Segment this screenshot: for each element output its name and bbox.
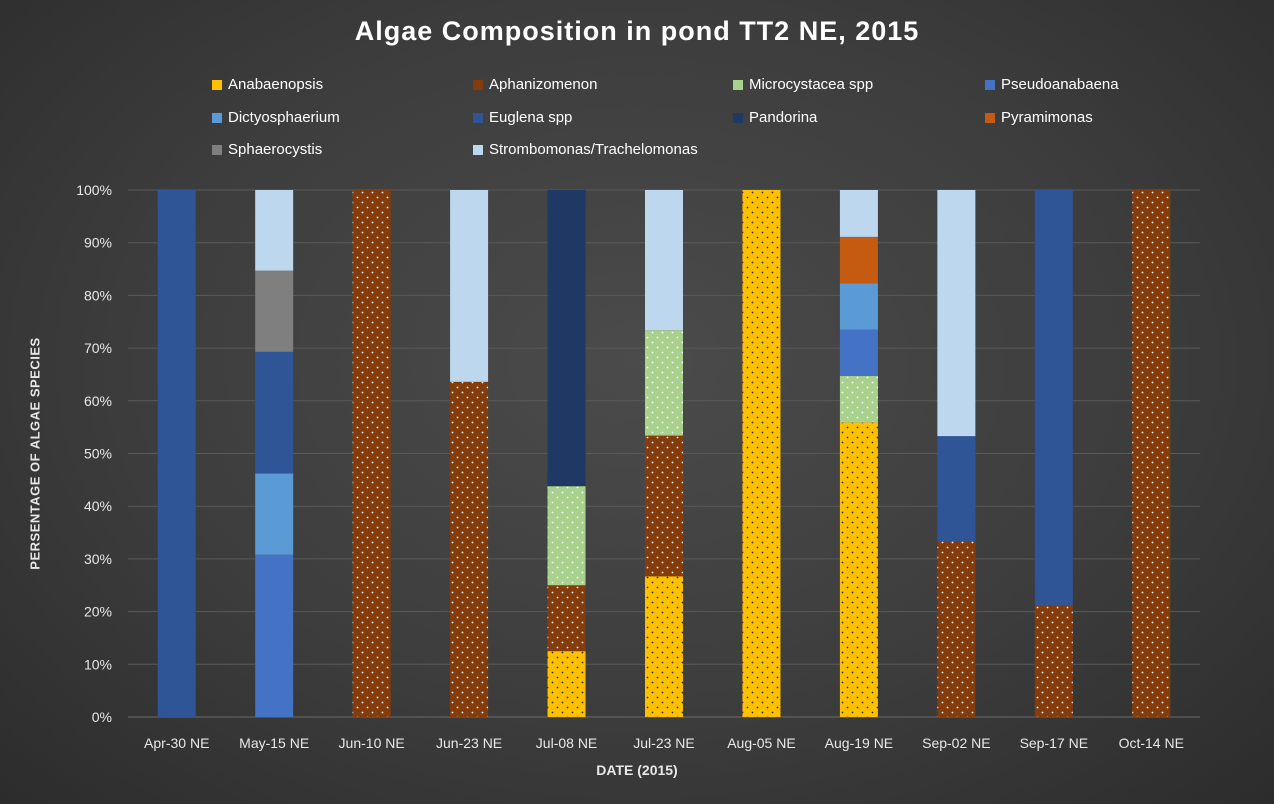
y-tick-label: 90% [84, 235, 112, 251]
legend-label: Microcystacea spp [749, 76, 874, 93]
x-tick-label: Aug-19 NE [825, 735, 893, 751]
x-tick-label: Apr-30 NE [144, 735, 209, 751]
y-tick-label: 10% [84, 656, 112, 672]
legend: Anabaenopsis Aphanizomenon Microcystacea s… [0, 0, 1274, 175]
legend-label: Anabaenopsis [228, 76, 324, 93]
bar-segment [1034, 605, 1073, 717]
legend-item: Dictyosphaerium [212, 109, 340, 126]
x-tick-label: Jun-23 NE [436, 735, 502, 751]
y-tick-label: 100% [76, 182, 112, 198]
legend-label: Pandorina [749, 109, 818, 126]
x-tick-label: Jul-08 NE [536, 735, 597, 751]
x-tick-label: Sep-02 NE [922, 735, 990, 751]
bar-segment [450, 190, 489, 382]
y-tick-label: 60% [84, 393, 112, 409]
x-tick-label: Jun-10 NE [339, 735, 405, 751]
x-tick-label: Aug-05 NE [727, 735, 795, 751]
legend-swatch [212, 79, 222, 90]
bar-segment [742, 190, 781, 717]
legend-swatch [473, 144, 483, 155]
legend-label: Sphaerocystis [228, 141, 323, 158]
bar-segment [1132, 190, 1171, 717]
bar-segment [1034, 190, 1073, 606]
legend-label: Dictyosphaerium [228, 109, 340, 126]
bar-segment [352, 190, 391, 717]
legend-label: Pyramimonas [1001, 109, 1093, 126]
legend-swatch [985, 79, 995, 90]
bar-segment [255, 351, 294, 474]
bar-segment [255, 270, 294, 352]
bar-segment [839, 422, 878, 717]
y-tick-label: 50% [84, 446, 112, 462]
legend-item: Pseudoanabaena [985, 76, 1119, 93]
legend-swatch [212, 144, 222, 155]
legend-item: Aphanizomenon [473, 76, 597, 93]
bar-segment [645, 435, 683, 577]
legend-item: Sphaerocystis [212, 141, 322, 158]
legend-item: Pandorina [733, 109, 817, 126]
bar-segment [839, 329, 878, 377]
x-tick-label: Jul-23 NE [633, 735, 694, 751]
bar-segment [937, 190, 976, 437]
bar-segment [255, 473, 294, 555]
legend-label: Euglena spp [489, 109, 573, 126]
bar-segment [255, 190, 294, 271]
y-tick-label: 0% [92, 709, 112, 725]
bar-segment [839, 190, 878, 237]
x-tick-label: Oct-14 NE [1119, 735, 1184, 751]
legend-swatch [473, 112, 483, 123]
x-axis-title: DATE (2015) [596, 762, 678, 778]
bar-segment [547, 486, 586, 586]
bar-segment [839, 283, 878, 330]
legend-swatch [733, 112, 743, 123]
bar-segment [937, 436, 976, 542]
legend-item: Anabaenopsis [212, 76, 323, 93]
chart-title: Algae Composition in pond TT2 NE, 2015 [354, 16, 920, 46]
bar-segment [937, 541, 976, 717]
y-tick-label: 20% [84, 604, 112, 620]
y-tick-label: 70% [84, 340, 112, 356]
y-tick-label: 30% [84, 551, 112, 567]
legend-item: Strombomonas/Trachelomonas [473, 141, 698, 158]
bar-segment [839, 376, 878, 423]
legend-swatch [733, 79, 743, 90]
x-tick-label: Sep-17 NE [1020, 735, 1088, 751]
legend-label: Aphanizomenon [489, 76, 598, 93]
legend-swatch [473, 79, 483, 90]
legend-label: Pseudoanabaena [1001, 76, 1119, 93]
bar-segment [255, 554, 294, 717]
bar-segment [547, 651, 586, 717]
bar-segment [157, 190, 196, 717]
bar-segment [547, 190, 586, 487]
legend-item: Pyramimonas [985, 109, 1093, 126]
bar-segment [645, 576, 683, 717]
bar-segment [645, 190, 683, 331]
bar-segment [645, 330, 683, 436]
y-tick-label: 40% [84, 498, 112, 514]
bar-segment [547, 585, 586, 652]
bar-segment [839, 236, 878, 284]
legend-swatch [985, 112, 995, 123]
legend-item: Euglena spp [473, 109, 572, 126]
bar-segment [450, 381, 489, 717]
y-tick-label: 80% [84, 287, 112, 303]
legend-item: Microcystacea spp [733, 76, 873, 93]
x-tick-label: May-15 NE [239, 735, 309, 751]
legend-label: Strombomonas/Trachelomonas [489, 141, 698, 158]
legend-swatch [212, 112, 222, 123]
